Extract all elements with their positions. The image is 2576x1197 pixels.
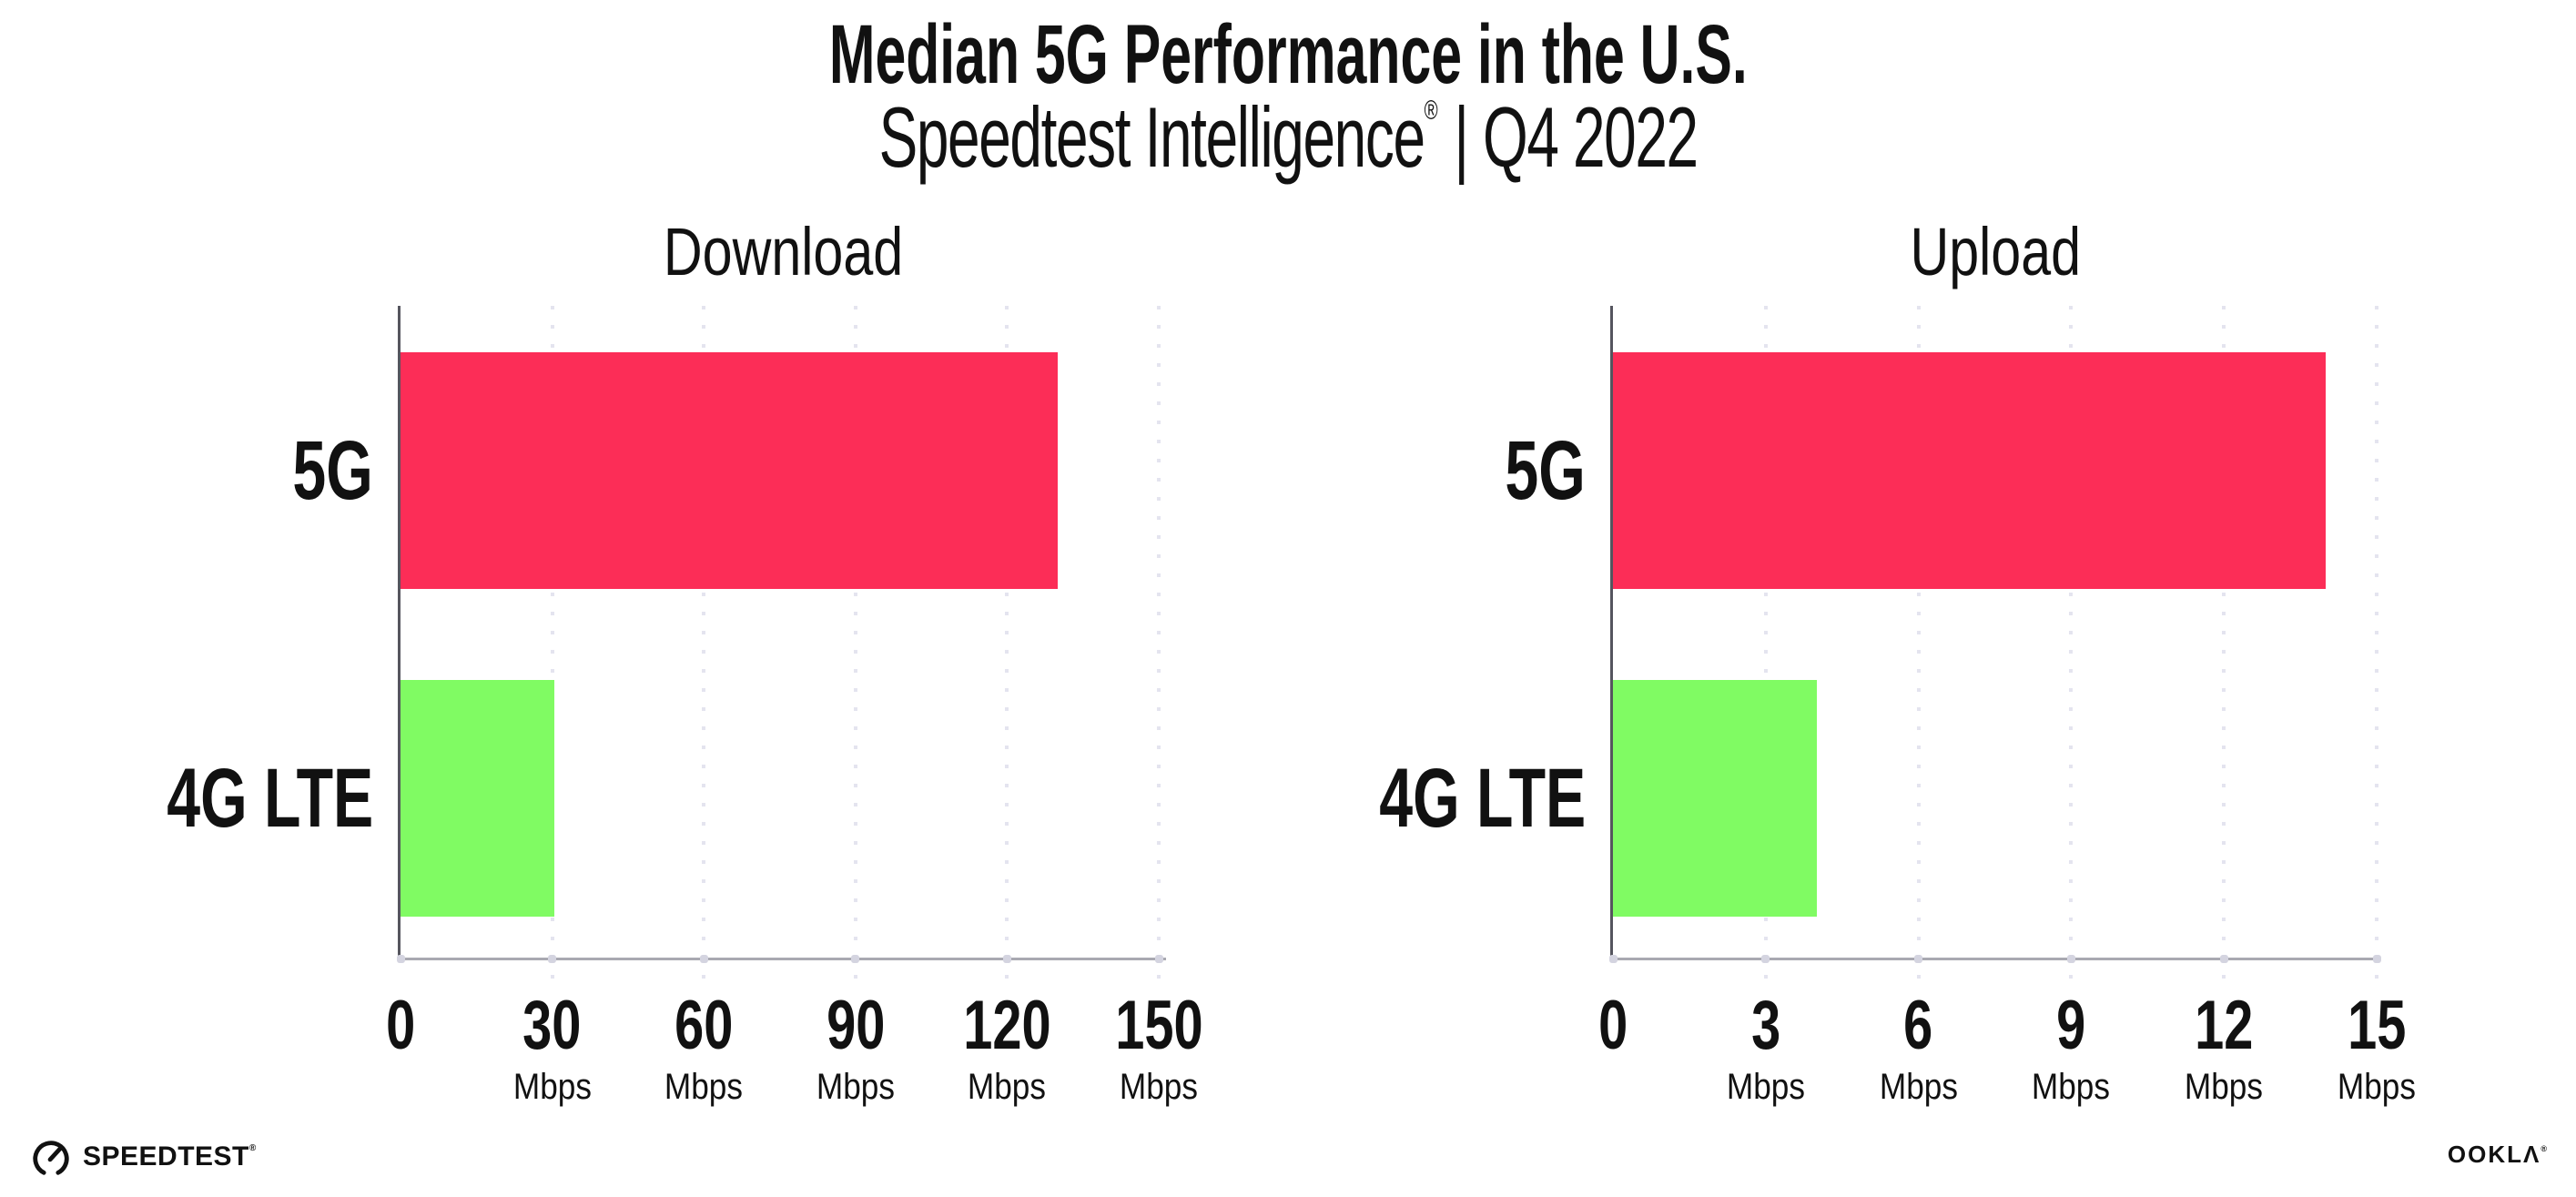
x-tick-label-60-download: 60 [674,987,734,1064]
x-tick-label-120-download: 120 [963,987,1051,1064]
gridline-6-upload [1916,306,1921,990]
category-label-4g-lte-upload: 4G LTE [1379,752,1586,845]
category-label-5g-download: 5G [292,424,373,517]
x-tick-label-0-upload: 0 [1597,987,1628,1064]
axis-tick-dot-90-download [851,955,860,963]
axis-tick-dot-9-upload [2066,955,2075,963]
page-subtitle-text: Speedtest Intelligence® | Q4 2022 [878,95,1699,180]
axis-tick-dot-150-download [1154,955,1163,963]
category-label-5g-upload: 5G [1505,424,1586,517]
x-tick-label-0-download: 0 [385,987,416,1064]
speedtest-logo: SPEEDTEST® [30,1136,257,1178]
y-axis-line-upload [1610,306,1613,960]
x-tick-unit-label-30-download: Mbps [512,1067,592,1107]
x-tick-unit-label-12-upload: Mbps [2185,1067,2264,1107]
gridline-90-download [853,306,857,990]
x-tick-label-15-upload: 15 [2347,987,2407,1064]
x-tick-unit-label-60-download: Mbps [664,1067,744,1107]
axis-tick-dot-15-upload [2372,955,2381,963]
speedtest-registered-icon: ® [248,1143,257,1153]
x-tick-label-30-download: 30 [522,987,582,1064]
x-tick-unit-label-15-upload: Mbps [2337,1067,2417,1107]
x-tick-unit-label-150-download: Mbps [1119,1067,1199,1107]
subtitle-brand: Speedtest Intelligence [878,89,1425,185]
axis-tick-dot-0-upload [1608,955,1618,963]
gridline-150-download [1157,306,1161,990]
page-title: Median 5G Performance in the U.S. [0,11,2576,99]
x-tick-unit-label-6-upload: Mbps [1879,1067,1958,1107]
speedtest-gauge-icon [33,1141,69,1177]
ookla-wordmark: OOKLΛ [2447,1141,2541,1168]
chart-title-upload: Upload [1910,214,2082,289]
gridline-15-upload [2375,306,2378,990]
y-axis-line-download [398,306,401,960]
page-subtitle: Speedtest Intelligence® | Q4 2022 [0,95,2576,180]
axis-tick-dot-0-download [396,955,405,963]
gridline-60-download [702,306,706,990]
bar-4g-lte-upload [1613,680,1817,917]
axis-tick-dot-12-upload [2219,955,2228,963]
x-axis-line-download [398,958,1166,960]
axis-tick-dot-60-download [699,955,708,963]
gauge-needle [47,1146,62,1162]
gridline-12-upload [2222,306,2226,990]
x-tick-unit-label-120-download: Mbps [968,1067,1047,1107]
subtitle-period: | Q4 2022 [1454,89,1699,185]
x-tick-label-90-download: 90 [826,987,885,1064]
category-label-4g-lte-download: 4G LTE [167,752,373,845]
chart-title-download: Download [663,214,904,289]
x-tick-unit-label-90-download: Mbps [816,1067,895,1107]
gridline-30-download [550,306,554,990]
ookla-logo: OOKLΛ® [2448,1141,2549,1169]
x-tick-unit-label-9-upload: Mbps [2032,1067,2111,1107]
axis-tick-dot-30-download [548,955,557,963]
bar-5g-upload [1613,352,2327,589]
axis-tick-dot-3-upload [1761,955,1770,963]
x-tick-unit-label-3-upload: Mbps [1726,1067,1805,1107]
gridline-9-upload [2069,306,2074,990]
gridline-120-download [1005,306,1009,990]
ookla-registered-icon: ® [2541,1144,2549,1153]
bar-4g-lte-download [401,680,555,917]
x-tick-label-150-download: 150 [1114,987,1203,1064]
x-tick-label-9-upload: 9 [2056,987,2086,1064]
x-tick-label-3-upload: 3 [1750,987,1780,1064]
bar-5g-download [401,352,1058,589]
x-tick-label-6-upload: 6 [1903,987,1933,1064]
axis-tick-dot-6-upload [1914,955,1923,963]
x-tick-label-12-upload: 12 [2195,987,2254,1064]
page-title-text: Median 5G Performance in the U.S. [828,8,1748,101]
x-axis-line-upload [1610,958,2378,960]
speedtest-wordmark: SPEEDTEST® [83,1141,257,1172]
axis-tick-dot-120-download [1002,955,1011,963]
registered-trademark-icon: ® [1424,96,1438,126]
gridline-3-upload [1763,306,1768,990]
